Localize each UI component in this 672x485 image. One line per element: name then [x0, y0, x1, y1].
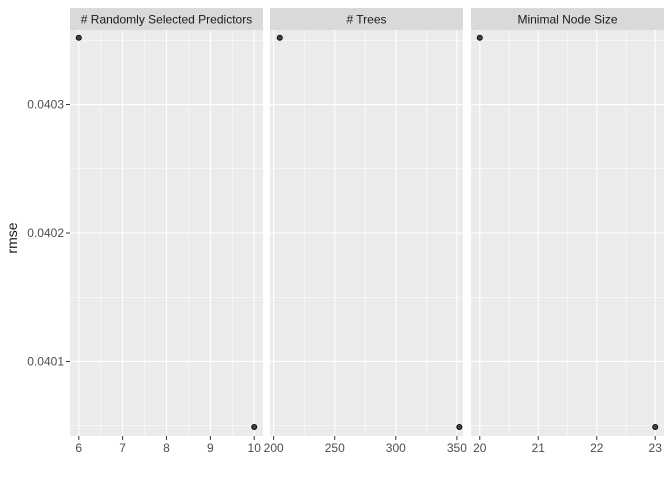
y-tick-label: 0.0403: [27, 98, 64, 112]
x-tick-label: 200: [264, 441, 284, 455]
x-tick-label: 22: [590, 441, 604, 455]
x-tick-label: 6: [75, 441, 82, 455]
facet-panel-3: Minimal Node Size 20 21 22 23: [471, 8, 664, 455]
facet-strip-label: # Randomly Selected Predictors: [81, 13, 252, 27]
x-tick-label: 300: [386, 441, 406, 455]
axis-layer: 0.0401 0.0402 0.0403: [27, 98, 70, 368]
data-point: [251, 424, 258, 431]
data-point: [456, 424, 463, 431]
facet-strip: [270, 8, 463, 30]
data-point: [652, 424, 659, 431]
facet-strip-label: Minimal Node Size: [517, 13, 617, 27]
facet-panel-1: # Randomly Selected Predictors 6 7 8 9 10: [70, 8, 263, 455]
facet-panel-2: # Trees 200 250 300 350: [264, 8, 467, 455]
x-tick-label: 21: [532, 441, 546, 455]
x-tick-label: 9: [207, 441, 214, 455]
x-tick-label: 7: [119, 441, 126, 455]
x-tick-label: 10: [248, 441, 262, 455]
data-point: [75, 34, 82, 41]
facet-strip-label: # Trees: [346, 13, 386, 27]
x-tick-label: 250: [325, 441, 345, 455]
y-tick-label: 0.0401: [27, 354, 64, 368]
x-tick-label: 350: [447, 441, 467, 455]
data-point: [276, 34, 283, 41]
facet-strip: [70, 8, 263, 30]
data-point: [476, 34, 483, 41]
facet-strip: [471, 8, 664, 30]
x-tick-label: 20: [473, 441, 487, 455]
x-tick-label: 23: [649, 441, 663, 455]
y-axis-title: rmse: [4, 222, 20, 253]
x-tick-label: 8: [163, 441, 170, 455]
y-tick-label: 0.0402: [27, 226, 64, 240]
